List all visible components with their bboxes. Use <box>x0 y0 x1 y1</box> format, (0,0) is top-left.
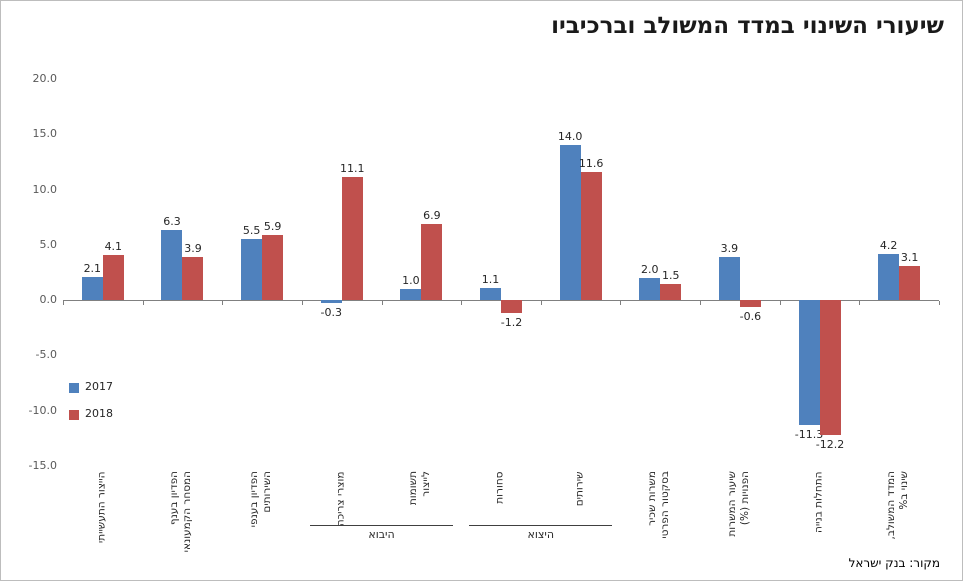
category-group-line <box>309 525 454 526</box>
bar-2017 <box>798 300 820 426</box>
bar-value-label: -11.3 <box>794 428 824 442</box>
axis-tick-mark <box>381 301 383 306</box>
bar-2018 <box>501 300 522 314</box>
bar-value-label: -0.6 <box>739 309 762 323</box>
bar-2017 <box>320 300 342 304</box>
bar-2017 <box>480 287 501 301</box>
bar-value-label: -0.3 <box>320 306 342 320</box>
bar-2018 <box>262 234 284 301</box>
axis-tick-mark <box>779 301 781 306</box>
bar-value-label: 14.0 <box>557 130 583 144</box>
axis-tick-mark <box>700 301 702 306</box>
y-axis-tick-label: 15.0 <box>32 127 58 141</box>
bar-2017 <box>559 145 581 301</box>
x-axis-category-label: הייצור התעשייתי <box>95 471 108 543</box>
bar-2017 <box>81 276 103 301</box>
bar-2018 <box>102 254 124 301</box>
bar-2018 <box>182 257 204 301</box>
axis-tick-mark <box>63 301 64 306</box>
axis-tick-mark <box>939 301 940 306</box>
bar-2017 <box>241 239 263 301</box>
axis-tick-mark <box>301 301 303 306</box>
legend-swatch-2018 <box>69 410 79 420</box>
bar-value-label: 3.1 <box>900 250 919 264</box>
axis-tick-mark <box>461 301 463 306</box>
bar-value-label: 4.2 <box>879 238 898 252</box>
x-axis-category-label: תשומות לייצור <box>407 471 433 506</box>
y-axis-tick-label: -15.0 <box>28 459 57 472</box>
legend-label-2018: 2018 <box>85 407 113 420</box>
bar-2018 <box>899 265 921 301</box>
legend-label-2017: 2017 <box>85 380 113 393</box>
bar-value-label: -12.2 <box>815 438 845 452</box>
bar-value-label: 11.6 <box>578 156 604 170</box>
bar-2018 <box>739 300 761 307</box>
legend-swatch-2017 <box>69 383 79 393</box>
x-axis-category-label: המדד המשולב, שינוי ב% <box>885 471 911 540</box>
bar-value-label: 5.9 <box>263 219 282 233</box>
bar-2017 <box>400 289 422 301</box>
bar-value-label: 2.1 <box>83 261 102 275</box>
category-group-line <box>469 525 613 526</box>
bar-value-label: 6.3 <box>163 215 181 229</box>
axis-tick-mark <box>859 301 861 306</box>
bar-2017 <box>718 257 740 301</box>
category-group-label: היבוא <box>368 528 395 541</box>
x-axis-category-label: משרות שכיר בסקטור הפרטי <box>646 471 672 539</box>
bar-2018 <box>421 223 443 301</box>
bar-value-label: 11.1 <box>339 162 365 176</box>
x-axis-category-label: סחורות <box>493 471 506 504</box>
bar-2017 <box>878 253 900 301</box>
bar-value-label: 3.9 <box>184 242 202 256</box>
y-axis-tick-label: -10.0 <box>28 403 57 417</box>
x-axis-category-label: הפדיון בענפי השירותים <box>248 471 274 528</box>
y-axis-tick-label: -5.0 <box>35 348 57 362</box>
x-axis-category-label: שיעור המשרות הפנויות (%) <box>725 471 751 537</box>
bar-2018 <box>341 177 363 301</box>
bar-2018 <box>819 300 841 436</box>
y-axis-tick-label: 5.0 <box>39 237 58 251</box>
y-axis-tick-label: 20.0 <box>32 72 58 85</box>
chart-title: שיעורי השינוי במדד המשולב וברכיביו <box>551 13 944 39</box>
y-axis-tick-label: 0.0 <box>39 293 58 307</box>
bar-value-label: 1.5 <box>662 268 680 282</box>
bar-2017 <box>639 278 661 301</box>
bar-value-label: 4.1 <box>104 239 123 253</box>
axis-tick-mark <box>142 301 144 306</box>
bar-value-label: -1.2 <box>500 316 523 330</box>
bar-2017 <box>161 230 183 301</box>
bar-2018 <box>580 171 602 301</box>
x-axis-category-label: התחלות בנייה <box>812 471 825 533</box>
x-axis-category-label: שירותים <box>573 471 586 506</box>
source-note: מקור: בנק ישראל <box>848 556 940 570</box>
category-group-label: היצוא <box>527 528 555 541</box>
bar-value-label: 6.9 <box>423 208 441 222</box>
bar-2018 <box>660 283 682 301</box>
y-axis-tick-label: 10.0 <box>32 182 58 196</box>
bar-value-label: 1.1 <box>481 272 500 286</box>
x-axis-category-label: מוצרי צריכה <box>334 471 347 526</box>
axis-tick-mark <box>540 301 542 306</box>
bar-value-label: 5.5 <box>242 224 261 238</box>
bar-value-label: 3.9 <box>720 242 739 256</box>
axis-tick-mark <box>620 301 622 306</box>
x-axis-category-label: הפדיון בענף המסחר הקמעונאי <box>168 471 194 553</box>
bar-value-label: 2.0 <box>641 263 659 277</box>
axis-tick-mark <box>222 301 224 306</box>
bar-value-label: 1.0 <box>402 274 420 288</box>
